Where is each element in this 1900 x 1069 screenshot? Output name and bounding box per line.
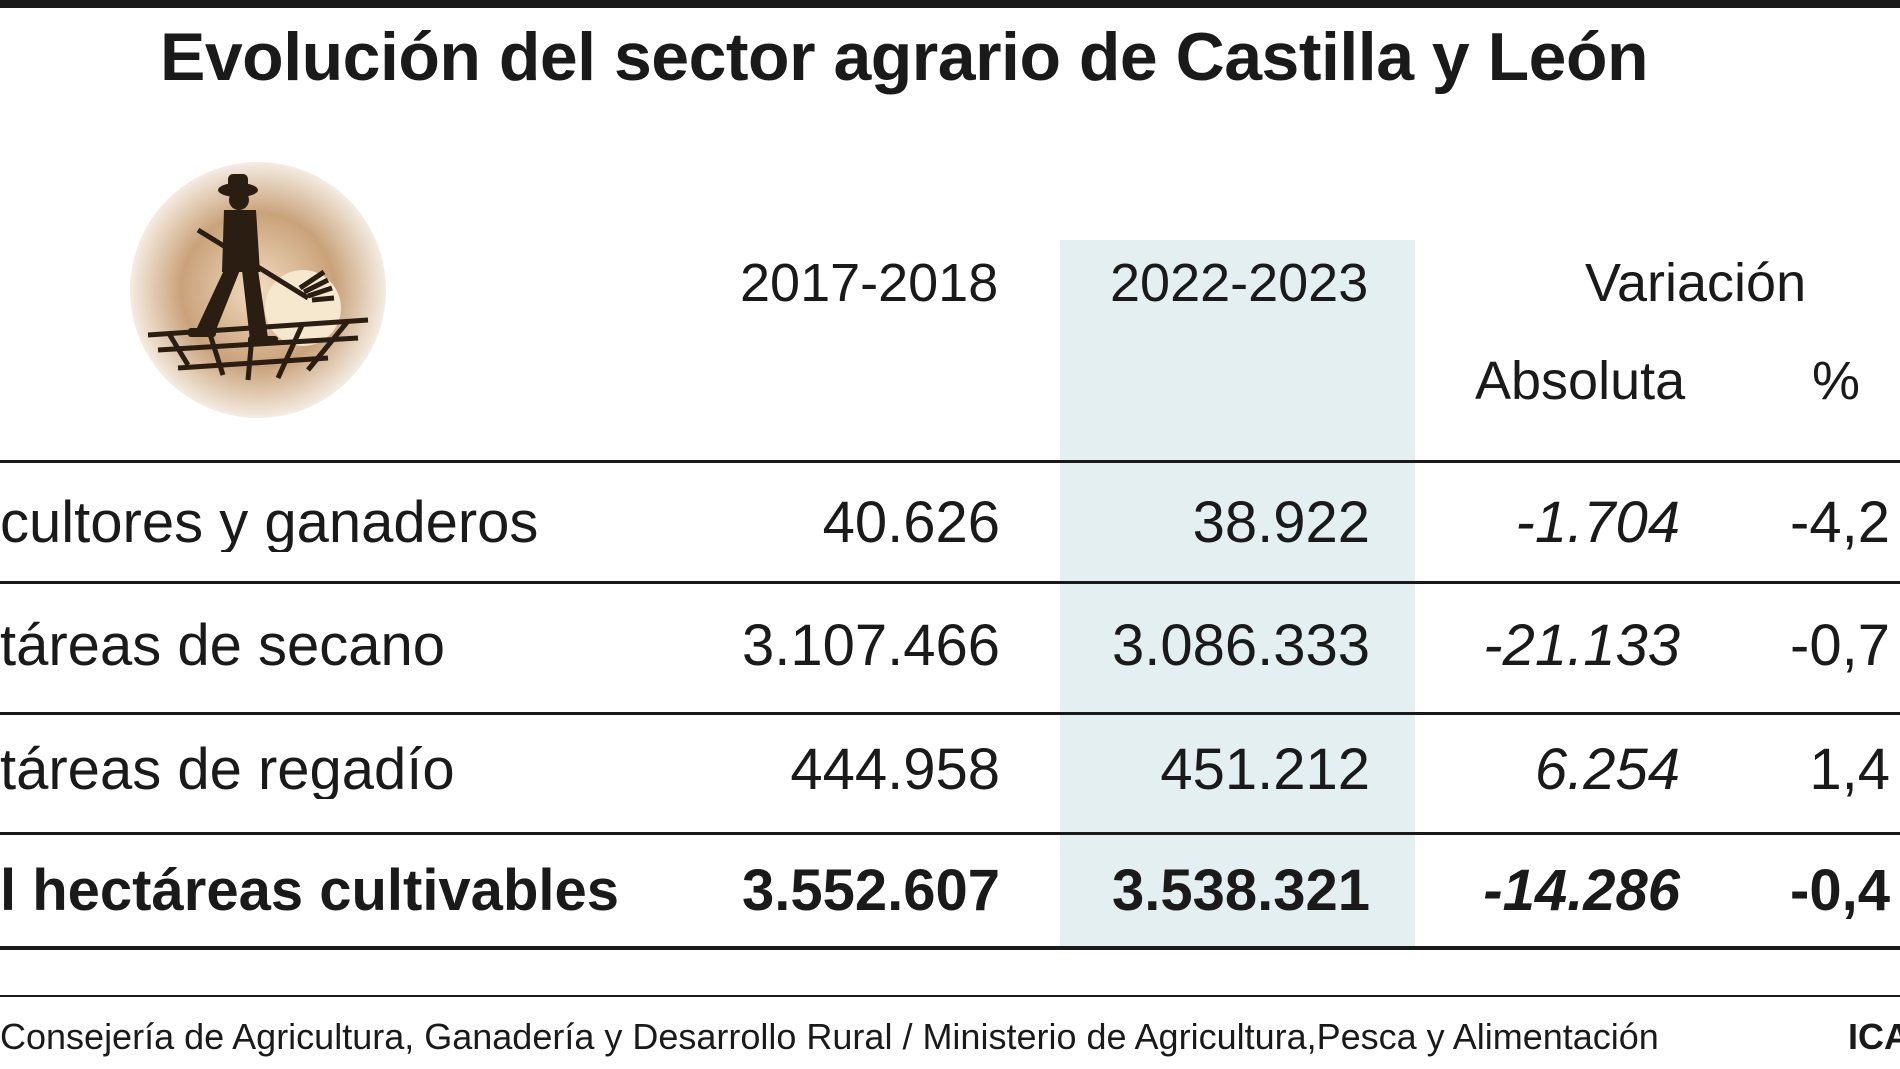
row-label: táreas de regadío: [0, 741, 455, 799]
total-absolute: -14.286: [1483, 858, 1680, 923]
source-note: Consejería de Agricultura, Ganadería y D…: [0, 1016, 1659, 1057]
value-2022-2023: 38.922: [1192, 490, 1370, 555]
total-percent: -0,4: [1790, 858, 1890, 923]
credit-label: ICA: [1848, 1016, 1900, 1057]
column-header-percent: %: [1812, 351, 1861, 411]
row-label: táreas de secano: [0, 617, 445, 675]
table-rule: [0, 946, 1900, 950]
farmer-pitchfork-sunset-icon: [130, 162, 386, 418]
value-2022-2023: 3.086.333: [1111, 613, 1370, 678]
value-2022-2023: 451.212: [1160, 737, 1370, 802]
source-rule: [0, 995, 1900, 997]
value-percent: -0,7: [1790, 613, 1890, 678]
value-absolute: -21.133: [1483, 613, 1680, 678]
total-label: l hectáreas cultivables: [0, 862, 619, 920]
row-label: cultores y ganaderos: [0, 494, 539, 552]
column-header-2017-2018: 2017-2018: [740, 253, 999, 313]
value-absolute: 6.254: [1534, 737, 1680, 802]
value-2017-2018: 40.626: [822, 490, 1000, 555]
column-header-2022-2023: 2022-2023: [1110, 253, 1369, 313]
value-percent: 1,4: [1809, 737, 1890, 802]
value-percent: -4,2: [1790, 490, 1890, 555]
column-header-variation: Variación: [1585, 253, 1807, 313]
table-rule: [0, 712, 1900, 715]
value-2017-2018: 444.958: [790, 737, 1000, 802]
table-rule: [0, 581, 1900, 584]
table-rule: [0, 832, 1900, 835]
total-2017-2018: 3.552.607: [741, 858, 1000, 923]
highlight-column-2022-2023: [1060, 240, 1415, 946]
table-rule: [0, 460, 1900, 463]
column-header-absolute: Absoluta: [1475, 351, 1686, 411]
page-title: Evolución del sector agrario de Castilla…: [160, 19, 1649, 95]
value-absolute: -1.704: [1515, 490, 1680, 555]
value-2017-2018: 3.107.466: [741, 613, 1000, 678]
total-2022-2023: 3.538.321: [1111, 858, 1370, 923]
top-rule: [0, 0, 1900, 8]
